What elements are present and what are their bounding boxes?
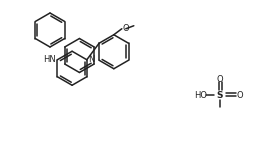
Text: O: O bbox=[123, 24, 129, 33]
Text: HO: HO bbox=[194, 91, 207, 100]
Text: O: O bbox=[217, 75, 223, 84]
Text: O: O bbox=[237, 91, 243, 100]
Text: HN: HN bbox=[43, 55, 56, 64]
Text: N: N bbox=[88, 55, 95, 64]
Text: S: S bbox=[217, 91, 223, 100]
